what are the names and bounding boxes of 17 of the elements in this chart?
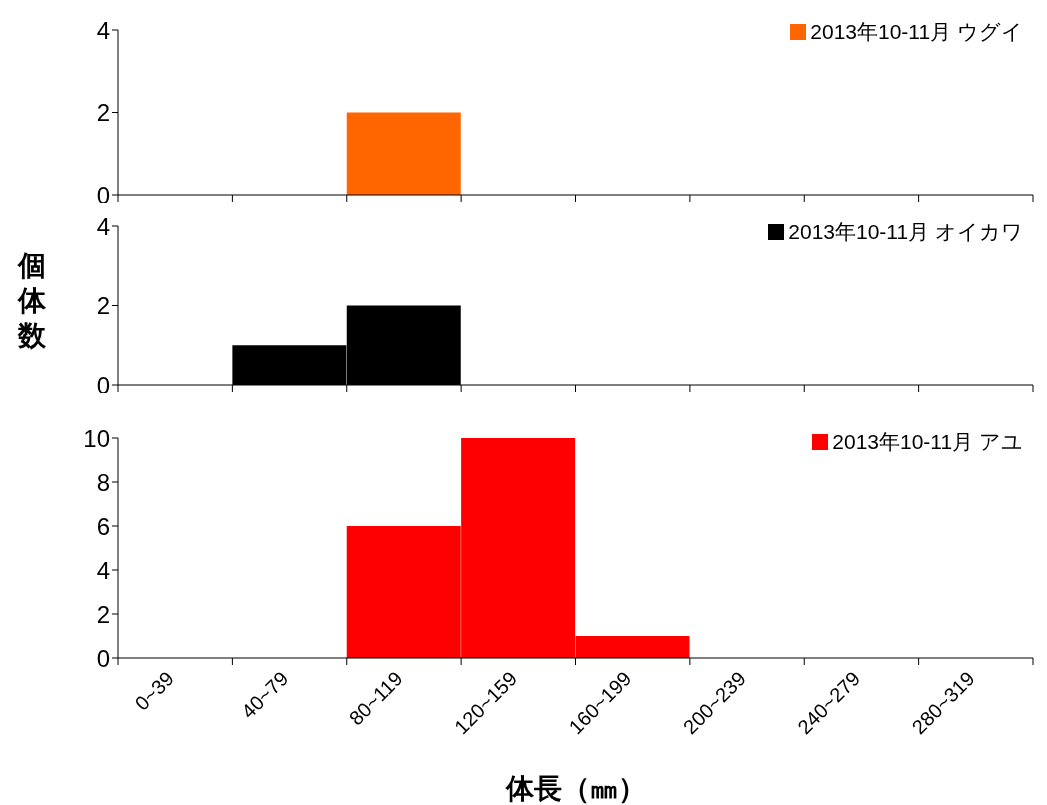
y-tick-label: 2: [96, 99, 110, 127]
y-tick-label: 4: [96, 212, 110, 240]
y-tick-label: 0: [96, 371, 110, 399]
y-tick-label: 10: [83, 424, 110, 452]
y-tick-label: 0: [96, 181, 110, 209]
y-axis-title: 個体数: [16, 249, 47, 353]
legend-label: 2013年10-11月 アユ: [832, 429, 1023, 455]
y-tick-label: 8: [96, 468, 110, 496]
y-tick-label: 4: [96, 16, 110, 44]
x-axis-title: 体長（㎜）: [504, 772, 647, 805]
y-tick-label: 4: [96, 556, 110, 584]
y-tick-label: 2: [96, 600, 110, 628]
y-tick-label: 6: [96, 512, 110, 540]
y-tick-label: 0: [96, 644, 110, 672]
legend-label: 2013年10-11月 ウグイ: [810, 19, 1023, 45]
y-tick-label: 2: [96, 292, 110, 320]
legend-label: 2013年10-11月 オイカワ: [788, 219, 1023, 245]
